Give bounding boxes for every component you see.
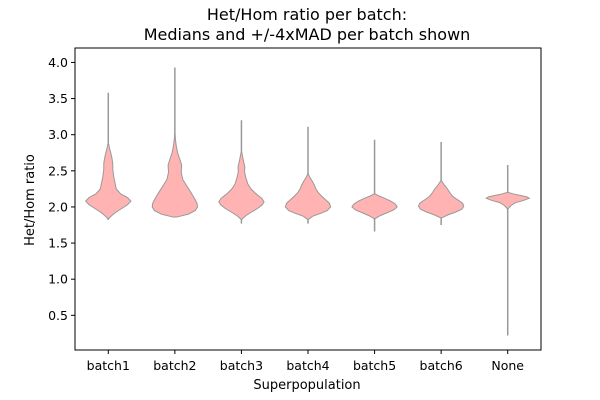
y-tick-label: 1.0 <box>48 272 68 287</box>
x-axis: batch1 batch2 batch3 batch4 batch5 batch6 None <box>87 350 524 373</box>
x-tick-label: batch2 <box>153 358 196 373</box>
violin-body-batch2 <box>151 134 199 218</box>
violin-body-batch6 <box>417 180 465 219</box>
chart-title-line-2: Medians and +/-4xMAD per batch shown <box>144 25 471 44</box>
x-axis-label: Superpopulation <box>253 378 360 393</box>
chart-title-line-1: Het/Hom ratio per batch: <box>207 5 407 24</box>
chart-title: Het/Hom ratio per batch: Medians and +/-… <box>144 5 471 44</box>
y-tick-label: 2.5 <box>48 163 68 178</box>
violin-body-batch5 <box>351 193 398 220</box>
y-tick-label: 3.0 <box>48 127 68 142</box>
y-tick-label: 4.0 <box>48 55 68 70</box>
x-tick-label: batch5 <box>353 358 396 373</box>
x-tick-label: batch1 <box>87 358 130 373</box>
x-tick-label: batch3 <box>220 358 263 373</box>
violin-body-batch3 <box>218 152 265 220</box>
x-tick-label: None <box>491 358 524 373</box>
y-tick-label: 0.5 <box>48 308 68 323</box>
y-axis-label: Het/Hom ratio <box>23 154 38 246</box>
x-tick-label: batch4 <box>286 358 329 373</box>
violin-body-none <box>485 192 531 209</box>
y-axis: 0.5 1.0 1.5 2.0 2.5 3.0 3.5 4.0 <box>48 55 75 323</box>
y-tick-label: 3.5 <box>48 91 68 106</box>
x-tick-label: batch6 <box>420 358 463 373</box>
violin-body-batch1 <box>84 143 132 220</box>
y-tick-label: 1.5 <box>48 236 68 251</box>
y-tick-label: 2.0 <box>48 199 68 214</box>
violins-layer <box>84 67 531 336</box>
violin-body-batch4 <box>284 173 332 220</box>
